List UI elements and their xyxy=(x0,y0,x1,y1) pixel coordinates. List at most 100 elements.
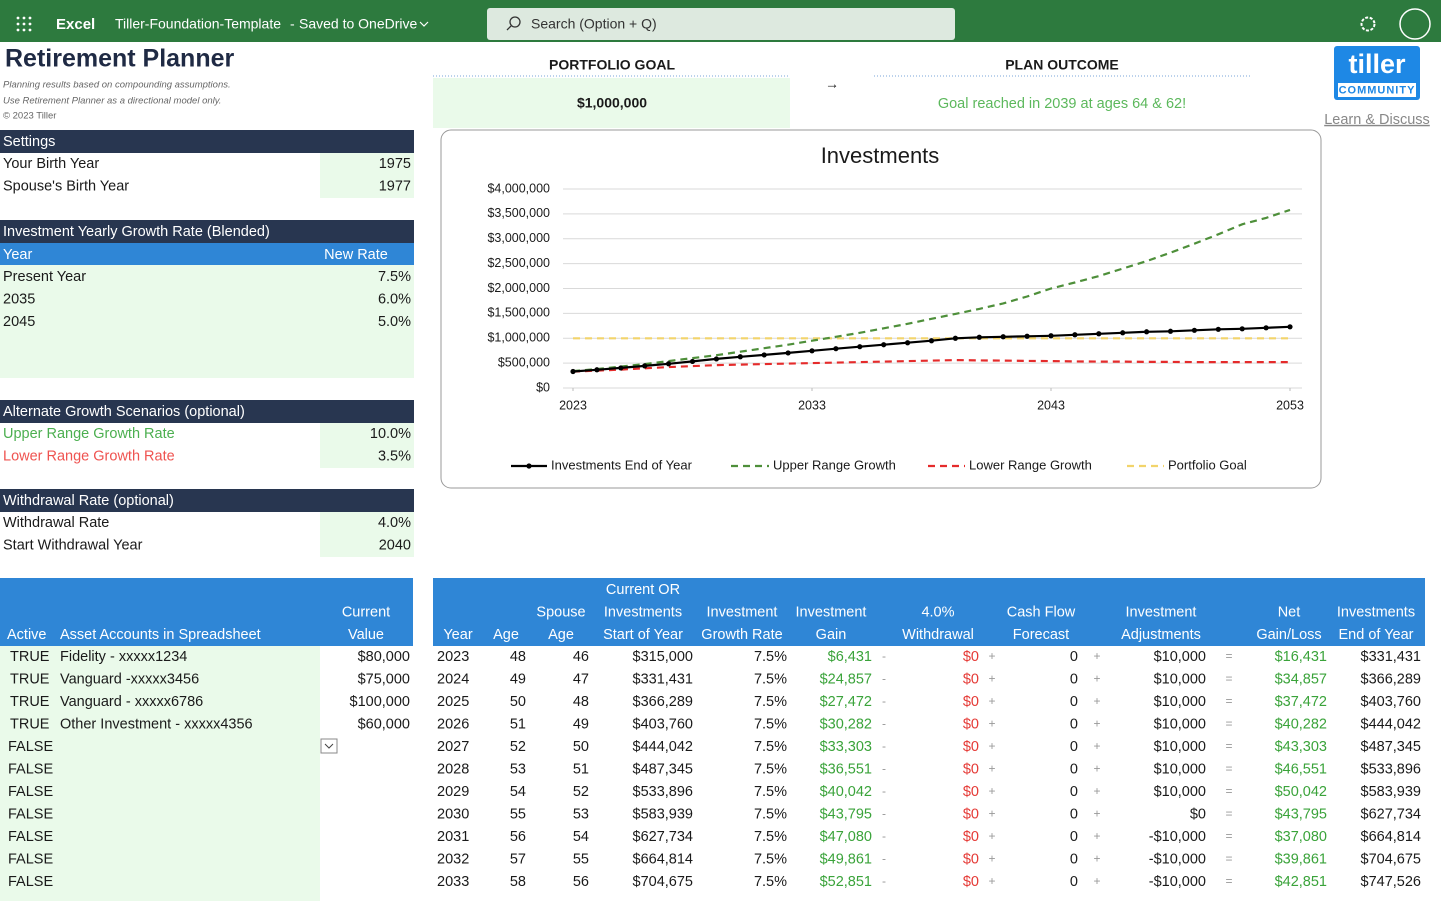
table-cell: 7.5% xyxy=(754,829,787,845)
active-flag[interactable]: FALSE xyxy=(8,761,53,777)
column-label: Investment xyxy=(1126,604,1197,620)
column-label: Year xyxy=(3,247,32,263)
legend-swatch xyxy=(526,463,531,468)
point xyxy=(714,356,719,361)
table-cell: $747,526 xyxy=(1361,874,1421,890)
active-flag[interactable]: FALSE xyxy=(8,874,53,890)
file-name[interactable]: Tiller-Foundation-Template xyxy=(115,16,281,32)
point xyxy=(1240,326,1245,331)
table-cell: 0 xyxy=(1070,874,1078,890)
column-label: 4.0% xyxy=(921,604,954,620)
operator: + xyxy=(1093,649,1100,663)
table-cell: $42,851 xyxy=(1275,874,1327,890)
point xyxy=(594,367,599,372)
note: Use Retirement Planner as a directional … xyxy=(3,96,221,107)
setting-value[interactable]: 1977 xyxy=(379,178,411,194)
column-label: Value xyxy=(348,627,384,643)
operator: - xyxy=(882,829,886,843)
app-launcher-dot xyxy=(29,23,32,26)
active-flag[interactable]: FALSE xyxy=(8,784,53,800)
table-cell: 7.5% xyxy=(754,806,787,822)
table-cell: 55 xyxy=(573,851,589,867)
active-flag[interactable]: TRUE xyxy=(10,716,50,732)
operator: + xyxy=(1093,784,1100,798)
operator: + xyxy=(988,649,995,663)
y-tick-label: $500,000 xyxy=(498,355,550,369)
table-cell: $403,760 xyxy=(1361,694,1421,710)
column-label: Current xyxy=(342,604,390,620)
point xyxy=(1025,334,1030,339)
setting-value[interactable]: 3.5% xyxy=(378,448,411,464)
table-cell: 7.5% xyxy=(754,739,787,755)
column-label: Asset Accounts in Spreadsheet xyxy=(60,627,261,643)
table-cell: 56 xyxy=(510,829,526,845)
operator: + xyxy=(988,672,995,686)
setting-value[interactable]: 2040 xyxy=(379,537,411,553)
setting-value[interactable]: 4.0% xyxy=(378,515,411,531)
setting-label: Spouse's Birth Year xyxy=(3,178,129,194)
account-name: Vanguard - xxxxx6786 xyxy=(60,694,203,710)
section-title: Settings xyxy=(3,134,55,150)
operator: = xyxy=(1225,784,1232,798)
operator: + xyxy=(988,694,995,708)
active-flag[interactable]: FALSE xyxy=(8,829,53,845)
operator: + xyxy=(988,807,995,821)
table-cell: 52 xyxy=(510,739,526,755)
table-cell: 2025 xyxy=(437,694,469,710)
point xyxy=(642,363,647,368)
table-cell: $0 xyxy=(963,829,979,845)
y-tick-label: $2,500,000 xyxy=(487,256,550,270)
point xyxy=(1048,333,1053,338)
column-label: Age xyxy=(548,627,574,643)
chart-frame xyxy=(441,130,1321,488)
table-cell: $37,080 xyxy=(1275,829,1327,845)
table-cell: 55 xyxy=(510,806,526,822)
table-cell: $0 xyxy=(963,784,979,800)
learn-link[interactable]: Learn & Discuss xyxy=(1324,112,1430,128)
active-flag[interactable]: FALSE xyxy=(8,739,53,755)
column-label: Age xyxy=(493,627,519,643)
column-label: Gain/Loss xyxy=(1256,627,1321,643)
table-cell: $0 xyxy=(963,874,979,890)
operator: - xyxy=(882,852,886,866)
operator: + xyxy=(1093,852,1100,866)
y-tick-label: $3,000,000 xyxy=(487,231,550,245)
point xyxy=(762,352,767,357)
column-label: Withdrawal xyxy=(902,627,974,643)
operator: = xyxy=(1225,649,1232,663)
operator: - xyxy=(882,694,886,708)
app-launcher-dot xyxy=(23,17,26,20)
rate-value[interactable]: 5.0% xyxy=(378,314,411,330)
operator: = xyxy=(1225,694,1232,708)
table-cell: $0 xyxy=(963,851,979,867)
rate-value[interactable]: 6.0% xyxy=(378,291,411,307)
active-flag[interactable]: TRUE xyxy=(10,649,50,665)
point xyxy=(977,335,982,340)
active-flag[interactable]: TRUE xyxy=(10,671,50,687)
active-flag[interactable]: FALSE xyxy=(8,851,53,867)
note: © 2023 Tiller xyxy=(3,111,56,122)
app-launcher-dot xyxy=(17,17,20,20)
operator: + xyxy=(988,717,995,731)
search-placeholder[interactable]: Search (Option + Q) xyxy=(531,16,657,32)
column-label: Net xyxy=(1278,604,1301,620)
setting-value[interactable]: 10.0% xyxy=(370,426,411,442)
column-label: Forecast xyxy=(1013,627,1069,643)
rate-value[interactable]: 7.5% xyxy=(378,269,411,285)
table-cell: $10,000 xyxy=(1154,671,1206,687)
operator: = xyxy=(1225,829,1232,843)
operator: + xyxy=(1093,672,1100,686)
goal-label: PORTFOLIO GOAL xyxy=(549,57,675,73)
setting-label: Start Withdrawal Year xyxy=(3,537,143,553)
arrow: → xyxy=(825,76,839,92)
table-cell: 0 xyxy=(1070,716,1078,732)
legend-label: Lower Range Growth xyxy=(969,457,1092,472)
sheet-title: Retirement Planner xyxy=(5,45,235,73)
operator: = xyxy=(1225,807,1232,821)
active-flag[interactable]: TRUE xyxy=(10,694,50,710)
active-flag[interactable]: FALSE xyxy=(8,806,53,822)
table-cell: $533,896 xyxy=(1361,761,1421,777)
setting-value[interactable]: 1975 xyxy=(379,156,411,172)
table-cell: $40,282 xyxy=(1275,716,1327,732)
